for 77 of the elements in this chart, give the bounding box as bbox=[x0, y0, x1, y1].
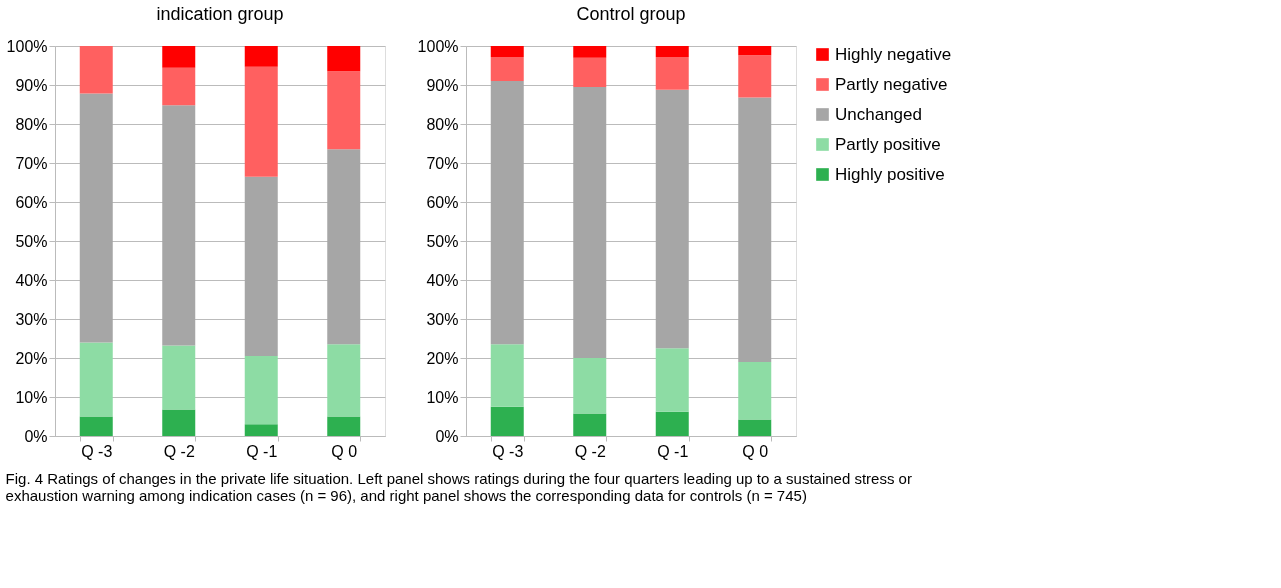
bar bbox=[244, 356, 278, 425]
chart-title: indication group bbox=[156, 4, 284, 24]
bar bbox=[738, 46, 772, 56]
bar bbox=[490, 406, 524, 436]
chart-title: Control group bbox=[576, 4, 686, 24]
y-tick-label: 0% bbox=[24, 427, 48, 445]
caption: Fig. 4 Ratings of changes in the private life situation. Left panel shows ratings during the four quarters leading up to a sustained stress or exhaustion warning among indication cases (n = 96), and right panel shows the corresponding data for controls (n = 745) bbox=[5, 469, 912, 504]
y-tick-label: 10% bbox=[15, 388, 48, 406]
y-tick-label: 30% bbox=[426, 310, 459, 328]
bar bbox=[327, 149, 361, 345]
bar bbox=[79, 93, 113, 343]
bar bbox=[573, 358, 607, 414]
x-tick-label: Q 0 bbox=[331, 442, 358, 460]
x-tick-label: Q -3 bbox=[81, 442, 113, 460]
bar bbox=[79, 46, 113, 94]
bar bbox=[738, 419, 772, 436]
bar bbox=[162, 345, 196, 410]
bar bbox=[79, 342, 113, 417]
x-tick-label: Q -1 bbox=[657, 442, 689, 460]
y-tick-label: 60% bbox=[15, 193, 48, 211]
y-tick-label: 100% bbox=[6, 37, 48, 55]
bar bbox=[327, 344, 361, 417]
bar bbox=[244, 66, 278, 177]
bar bbox=[655, 89, 689, 349]
legend-label: Highly positive bbox=[835, 164, 945, 184]
bar bbox=[162, 105, 196, 346]
bar bbox=[490, 81, 524, 345]
y-tick-label: 90% bbox=[15, 76, 48, 94]
bar bbox=[327, 416, 361, 436]
legend-label: Highly negative bbox=[835, 44, 952, 64]
legend-label: Partly positive bbox=[835, 134, 941, 154]
bar bbox=[655, 411, 689, 436]
bar bbox=[327, 71, 361, 150]
y-tick-label: 40% bbox=[15, 271, 48, 289]
y-tick-label: 20% bbox=[426, 349, 459, 367]
y-tick-label: 40% bbox=[426, 271, 459, 289]
y-tick-label: 80% bbox=[15, 115, 48, 133]
x-tick-label: Q -2 bbox=[163, 442, 195, 460]
bar bbox=[573, 46, 607, 58]
bar bbox=[573, 57, 607, 87]
y-tick-label: 60% bbox=[426, 193, 459, 211]
bar bbox=[162, 409, 196, 436]
y-tick-label: 70% bbox=[426, 154, 459, 172]
bar bbox=[162, 46, 196, 68]
y-tick-label: 30% bbox=[15, 310, 48, 328]
bar bbox=[79, 416, 113, 436]
y-tick-label: 100% bbox=[417, 37, 459, 55]
bar bbox=[162, 67, 196, 106]
x-tick-label: Q -2 bbox=[574, 442, 606, 460]
y-tick-label: 90% bbox=[426, 76, 459, 94]
bar bbox=[244, 46, 278, 67]
y-tick-label: 0% bbox=[435, 427, 459, 445]
x-tick-label: Q 0 bbox=[742, 442, 769, 460]
x-tick-label: Q -3 bbox=[492, 442, 524, 460]
bar bbox=[490, 344, 524, 407]
bar bbox=[738, 97, 772, 362]
bar bbox=[490, 46, 524, 57]
y-tick-label: 80% bbox=[426, 115, 459, 133]
bar bbox=[655, 46, 689, 57]
bar bbox=[738, 55, 772, 98]
bar bbox=[655, 348, 689, 412]
y-tick-label: 20% bbox=[15, 349, 48, 367]
x-tick-label: Q -1 bbox=[246, 442, 278, 460]
bar bbox=[244, 176, 278, 357]
legend-label: Unchanged bbox=[835, 104, 922, 124]
bar bbox=[490, 56, 524, 82]
bar bbox=[655, 56, 689, 90]
y-tick-label: 50% bbox=[426, 232, 459, 250]
bar bbox=[327, 46, 361, 72]
bar bbox=[573, 86, 607, 358]
bar bbox=[573, 413, 607, 436]
bar bbox=[244, 424, 278, 436]
y-tick-label: 10% bbox=[426, 388, 459, 406]
legend-label: Partly negative bbox=[835, 74, 948, 94]
y-tick-label: 50% bbox=[15, 232, 48, 250]
y-tick-label: 70% bbox=[15, 154, 48, 172]
bar bbox=[738, 361, 772, 420]
